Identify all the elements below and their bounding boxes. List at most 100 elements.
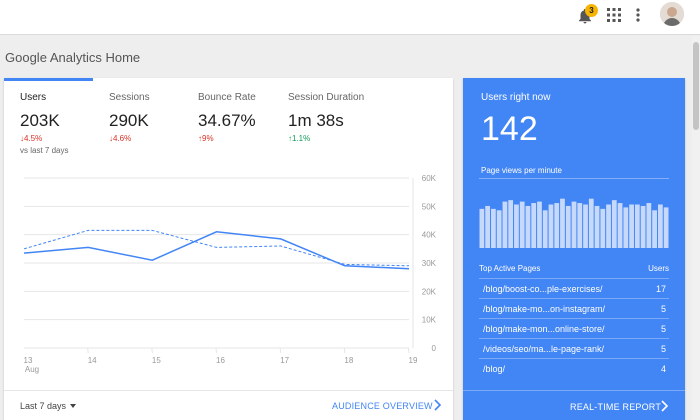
arrow-up-icon: ↑ [198,134,202,143]
pageview-bar [485,205,491,248]
x-tick-mark [343,347,346,354]
avatar[interactable] [660,2,684,26]
pageview-bar [611,200,617,248]
pageview-bar [583,204,588,248]
pageview-bar [646,203,652,248]
metric-comparison: vs last 7 days [20,146,69,155]
audience-overview-link[interactable]: AUDIENCE OVERVIEW [332,401,433,411]
y-tick-label: 50K [422,202,437,211]
pageview-bar [577,203,583,248]
y-tick-label: 60K [422,174,437,183]
page-users: 5 [660,343,666,354]
top-page-row[interactable]: /blog/make-mo...on-instagram/ 5 [479,298,669,318]
pageview-bar [525,205,531,248]
audience-card-footer: Last 7 days AUDIENCE OVERVIEW [4,390,453,420]
apps-grid-icon[interactable] [605,6,623,24]
pageview-bar [531,203,537,248]
x-tick-label: 19 [409,356,418,365]
series-line-dashed [23,229,410,267]
pageview-bar [623,207,629,248]
date-range-select[interactable]: Last 7 days [20,401,77,411]
metric-session-duration[interactable]: Session Duration 1m 38s ↑1.1% [288,92,364,143]
chevron-right-icon[interactable] [659,399,671,413]
metric-value: 203K [20,111,60,130]
page-path: /blog/make-mon...online-store/ [483,323,605,334]
chevron-right-icon[interactable] [432,398,444,412]
pageview-bar [548,204,554,248]
top-page-row[interactable]: /blog/ 4 [479,358,669,378]
metric-value: 290K [109,111,149,130]
pageview-bar [657,204,663,248]
metric-label: Users [20,92,47,103]
top-page-row[interactable]: /videos/seo/ma...le-page-rank/ 5 [479,338,669,358]
x-axis-sublabel: Aug [25,365,39,374]
x-tick-mark [215,347,217,354]
y-tick-label: 20K [422,287,437,296]
pageview-bar [634,204,640,248]
arrow-down-icon: ↓ [109,134,113,143]
realtime-card: Users right now 142 Page views per minut… [463,78,685,420]
page-path: /blog/ [483,363,506,374]
pageview-bar [663,207,669,248]
metric-delta: ↑1.1% [288,134,311,143]
page-scrollbar-thumb[interactable] [693,42,699,130]
arrow-up-icon: ↑ [288,134,292,143]
page-scrollbar-track[interactable] [692,36,700,420]
metric-delta: ↑9% [198,134,214,143]
pageview-bar [542,210,548,248]
top-app-bar: 3 [0,0,700,35]
x-tick-mark [279,347,282,354]
realtime-title: Users right now [481,92,551,103]
pageview-bar [554,203,560,248]
pageview-bar [560,198,565,248]
page-title: Google Analytics Home [5,50,141,65]
caret-down-icon [70,404,77,408]
top-page-row[interactable]: /blog/boost-co...ple-exercises/ 17 [479,278,669,298]
pageview-bar [508,200,514,248]
x-tick-label: 15 [152,356,161,365]
pageview-bar [491,208,496,248]
page-path: /blog/boost-co...ple-exercises/ [483,283,603,294]
arrow-down-icon: ↓ [20,134,24,143]
x-tick-mark [151,347,153,354]
x-tick-label: 13 [24,356,33,365]
audience-card: Users 203K ↓4.5% vs last 7 days Sessions… [4,78,453,420]
pageview-bar [606,204,611,248]
metric-value: 34.67% [198,111,256,130]
y-tick-label: 0 [432,344,437,353]
more-vert-icon[interactable] [632,5,644,25]
pageview-bar [588,198,594,248]
pageviews-bar-chart [479,198,669,248]
pageview-bar [629,204,634,248]
metric-users[interactable]: Users 203K ↓4.5% vs last 7 days [20,92,68,155]
pageview-bar [479,208,485,248]
page-path: /blog/make-mo...on-instagram/ [483,303,606,314]
realtime-report-link[interactable]: REAL-TIME REPORT [570,402,662,412]
top-pages-header: Top Active Pages Users [479,264,669,273]
metric-delta: ↓4.5% [20,134,43,143]
audience-line-chart[interactable]: 0 10K 20K 30K 40K 50K 60K 13 14 15 16 17 18 19 Aug [4,166,453,378]
page-path: /videos/seo/ma...le-page-rank/ [483,343,605,354]
x-tick-mark [408,347,410,354]
metric-bounce-rate[interactable]: Bounce Rate 34.67% ↑9% [198,92,256,143]
page-users: 17 [655,283,666,294]
metric-label: Sessions [109,92,150,103]
metric-sessions[interactable]: Sessions 290K ↓4.6% [109,92,150,143]
top-page-row[interactable]: /blog/make-mon...online-store/ 5 [479,318,669,338]
x-tick-label: 14 [88,356,97,365]
pageview-bar [652,210,657,248]
x-tick-label: 18 [344,356,353,365]
metric-label: Session Duration [288,92,365,103]
date-range-label: Last 7 days [20,401,67,411]
x-tick-label: 17 [280,356,289,365]
metric-label: Bounce Rate [198,92,256,103]
notification-badge: 3 [585,4,598,17]
series-line-solid [23,231,410,270]
users-column-title: Users [648,264,669,273]
pageview-bar [496,210,502,248]
realtime-card-footer: REAL-TIME REPORT [463,390,685,420]
metric-value: 1m 38s [288,111,344,130]
pageview-bar [600,208,606,248]
pageview-bar [594,205,600,248]
pageview-bar [514,204,519,248]
